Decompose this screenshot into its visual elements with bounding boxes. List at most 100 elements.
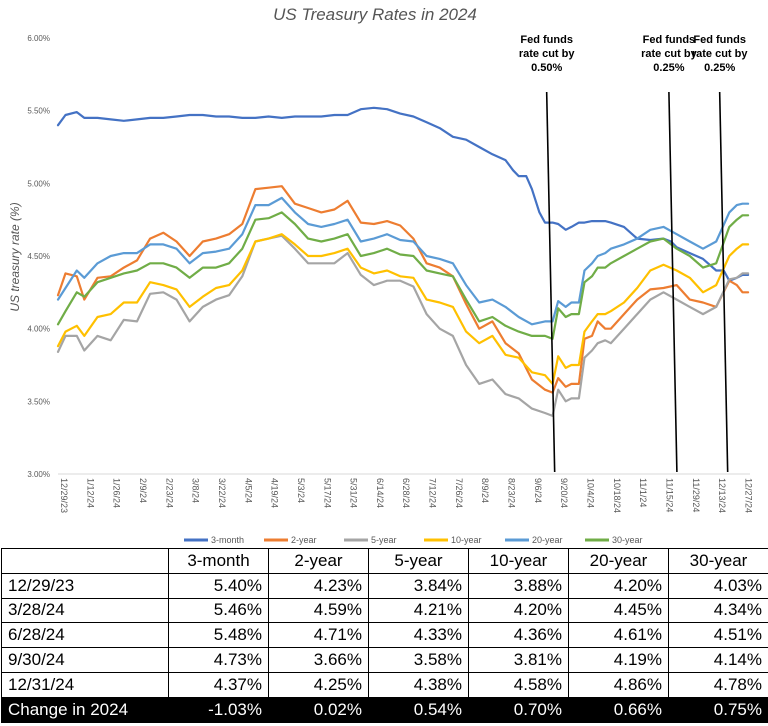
fed-cut-annotation-text: rate cut by	[641, 48, 698, 60]
row-date: 3/28/24	[1, 597, 169, 624]
table-cell: 3.81%	[468, 647, 569, 673]
table-cell: 4.20%	[568, 572, 669, 599]
legend-label: 3-month	[211, 535, 244, 545]
change-cell: 0.66%	[568, 696, 669, 723]
x-tick-label: 3/22/24	[217, 478, 227, 508]
y-tick-label: 4.00%	[27, 325, 50, 334]
treasury-rates-chart: US Treasury Rates in 2024 US treasury ra…	[8, 5, 753, 545]
table-cell: 4.71%	[268, 622, 369, 649]
fed-cut-annotation-text: rate cut by	[692, 48, 749, 60]
table-row: 9/30/24 4.73% 3.66% 3.58% 3.81% 4.19% 4.…	[1, 647, 768, 673]
chart-title: US Treasury Rates in 2024	[273, 5, 477, 24]
header-cell: 2-year	[268, 548, 369, 574]
fed-cut-annotation-text: 0.25%	[704, 62, 735, 74]
x-tick-label: 7/12/24	[428, 478, 438, 508]
table-cell: 4.19%	[568, 647, 669, 673]
x-tick-label: 6/14/24	[375, 478, 385, 508]
y-tick-label: 5.50%	[27, 107, 50, 116]
y-tick-label: 5.00%	[27, 179, 50, 188]
change-cell: 0.75%	[668, 696, 768, 723]
x-tick-label: 2/23/24	[164, 478, 174, 508]
x-tick-label: 8/9/24	[480, 478, 490, 503]
chart-area: US Treasury Rates in 2024 US treasury ra…	[8, 5, 753, 545]
table-cell: 4.33%	[368, 622, 469, 649]
x-tick-label: 11/1/24	[638, 478, 648, 507]
change-cell: 0.02%	[268, 696, 369, 723]
header-corner	[1, 548, 169, 574]
fed-cut-marker-line	[718, 91, 729, 473]
table-cell: 4.20%	[468, 597, 569, 624]
series-line-20-year	[56, 196, 750, 326]
table-cell: 4.45%	[568, 597, 669, 624]
series-line-3-month	[56, 106, 750, 282]
table-cell: 3.84%	[368, 572, 469, 599]
y-tick-label: 6.00%	[27, 34, 50, 43]
header-cell: 10-year	[468, 548, 569, 574]
legend-label: 20-year	[532, 535, 563, 545]
fed-cut-annotation-text: Fed funds	[693, 34, 746, 46]
annotations: Fed funds rate cut by 0.50% Fed funds rate c…	[519, 34, 749, 473]
x-tick-label: 7/26/24	[454, 478, 464, 508]
table-cell: 4.34%	[668, 597, 768, 624]
x-tick-label: 2/9/24	[138, 478, 148, 503]
change-cell: 0.54%	[368, 696, 469, 723]
table-cell: 4.21%	[368, 597, 469, 624]
table-cell: 3.66%	[268, 647, 369, 673]
table-cell: 4.86%	[568, 671, 669, 698]
y-axis-label: US treasury rate (%)	[8, 202, 22, 311]
table-cell: 4.73%	[168, 647, 269, 673]
fed-cut-annotation-text: 0.50%	[531, 62, 562, 74]
series-lines	[56, 106, 750, 417]
table-cell: 4.51%	[668, 622, 768, 649]
legend-label: 30-year	[612, 535, 643, 545]
rates-table-area: 3-month 2-year 5-year 10-year 20-year 30…	[0, 548, 768, 726]
fed-cut-marker-line	[545, 91, 556, 473]
x-tick-label: 12/29/23	[59, 478, 69, 513]
table-cell: 5.48%	[168, 622, 269, 649]
row-date: 9/30/24	[1, 647, 169, 673]
series-line-2-year	[56, 185, 750, 394]
x-tick-label: 8/23/24	[507, 478, 517, 508]
table-cell: 5.40%	[168, 572, 269, 599]
row-date: 12/31/24	[1, 671, 169, 698]
table-row: 12/31/24 4.37% 4.25% 4.38% 4.58% 4.86% 4…	[1, 671, 768, 698]
table-cell: 4.59%	[268, 597, 369, 624]
x-tick-label: 12/13/24	[717, 478, 727, 513]
table-cell: 4.61%	[568, 622, 669, 649]
fed-cut-annotation-text: Fed funds	[643, 34, 696, 46]
table-cell: 4.58%	[468, 671, 569, 698]
series-line-5-year	[56, 234, 750, 417]
header-cell: 3-month	[168, 548, 269, 574]
change-row: Change in 2024 -1.03% 0.02% 0.54% 0.70% …	[1, 696, 768, 723]
legend-label: 10-year	[451, 535, 482, 545]
fed-cut-marker-line	[668, 91, 678, 473]
table-cell: 4.03%	[668, 572, 768, 599]
table-cell: 5.46%	[168, 597, 269, 624]
x-tick-label: 1/26/24	[112, 478, 122, 508]
x-tick-label: 10/18/24	[612, 478, 622, 513]
row-date: 12/29/23	[1, 572, 169, 599]
change-cell: -1.03%	[168, 696, 269, 723]
rates-table: 3-month 2-year 5-year 10-year 20-year 30…	[1, 548, 768, 723]
table-cell: 4.23%	[268, 572, 369, 599]
table-cell: 3.88%	[468, 572, 569, 599]
y-tick-label: 4.50%	[27, 252, 50, 261]
header-cell: 5-year	[368, 548, 469, 574]
x-tick-label: 6/28/24	[401, 478, 411, 508]
x-tick-label: 5/17/24	[322, 478, 332, 508]
x-tick-label: 11/15/24	[665, 478, 675, 512]
row-date: 6/28/24	[1, 622, 169, 649]
table-cell: 4.37%	[168, 671, 269, 698]
x-tick-labels: 12/29/23 1/12/24 1/26/24 2/9/24 2/23/24 3/8/2…	[59, 478, 753, 513]
x-tick-label: 9/20/24	[559, 478, 569, 508]
change-label: Change in 2024	[1, 696, 169, 723]
table-cell: 4.78%	[668, 671, 768, 698]
header-cell: 30-year	[668, 548, 768, 574]
header-cell: 20-year	[568, 548, 669, 574]
fed-cut-annotation-text: Fed funds	[520, 34, 573, 46]
fed-cut-annotation-text: rate cut by	[519, 48, 576, 60]
fed-cut-annotation-text: 0.25%	[653, 62, 684, 74]
y-tick-labels: 3.00% 3.50% 4.00% 4.50% 5.00% 5.50% 6.00%	[27, 34, 50, 479]
x-tick-label: 9/6/24	[533, 478, 543, 503]
x-tick-label: 3/8/24	[191, 478, 201, 503]
